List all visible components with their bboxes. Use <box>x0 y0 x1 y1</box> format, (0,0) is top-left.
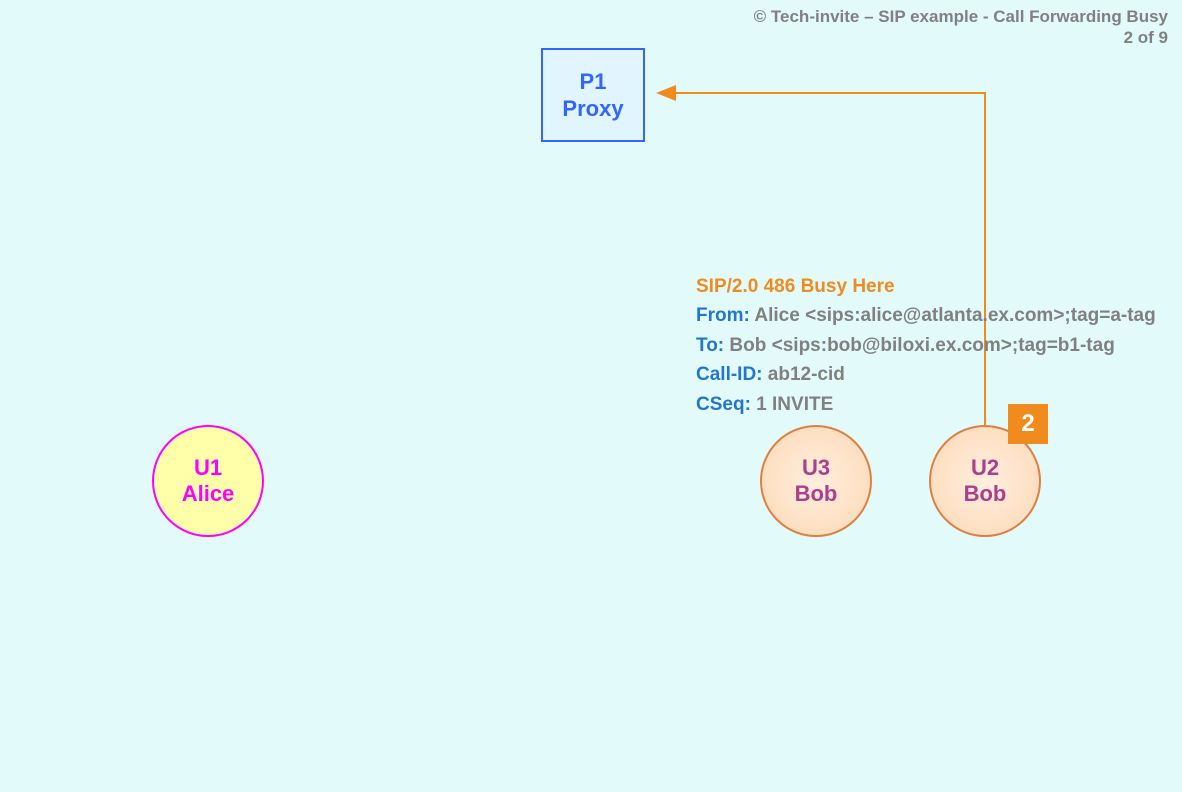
node-u1-line1: U1 <box>194 455 222 481</box>
sip-header-value: Bob <sips:bob@biloxi.ex.com>;tag=b1-tag <box>724 335 1115 356</box>
sip-header-label: From: <box>696 305 750 326</box>
node-u1-line2: Alice <box>182 481 235 507</box>
node-u1-alice: U1 Alice <box>152 425 264 537</box>
node-u2-line1: U2 <box>971 455 999 481</box>
node-u3-line1: U3 <box>802 455 830 481</box>
sip-header-label: CSeq: <box>696 394 751 415</box>
sip-header-label: Call-ID: <box>696 364 763 385</box>
sip-header-line: From: Alice <sips:alice@atlanta.ex.com>;… <box>696 301 1156 330</box>
sip-status-line: SIP/2.0 486 Busy Here <box>696 272 1156 301</box>
sip-header-lines: From: Alice <sips:alice@atlanta.ex.com>;… <box>696 301 1156 419</box>
proxy-node: P1 Proxy <box>541 48 645 142</box>
proxy-line1: P1 <box>580 68 607 96</box>
node-u3-bob: U3 Bob <box>760 425 872 537</box>
sip-header-line: To: Bob <sips:bob@biloxi.ex.com>;tag=b1-… <box>696 331 1156 360</box>
sip-header-value: Alice <sips:alice@atlanta.ex.com>;tag=a-… <box>750 305 1156 326</box>
diagram-canvas: © Tech-invite – SIP example - Call Forwa… <box>0 0 1182 792</box>
proxy-line2: Proxy <box>562 95 623 123</box>
diagram-header: © Tech-invite – SIP example - Call Forwa… <box>754 6 1168 49</box>
sip-header-line: CSeq: 1 INVITE <box>696 390 1156 419</box>
sip-message-block: SIP/2.0 486 Busy Here From: Alice <sips:… <box>696 272 1156 419</box>
sip-header-line: Call-ID: ab12-cid <box>696 360 1156 389</box>
node-u2-line2: Bob <box>964 481 1007 507</box>
header-title: © Tech-invite – SIP example - Call Forwa… <box>754 6 1168 27</box>
sip-header-label: To: <box>696 335 724 356</box>
sip-header-value: 1 INVITE <box>751 394 833 415</box>
node-u3-line2: Bob <box>795 481 838 507</box>
header-page: 2 of 9 <box>754 27 1168 48</box>
sip-header-value: ab12-cid <box>763 364 845 385</box>
